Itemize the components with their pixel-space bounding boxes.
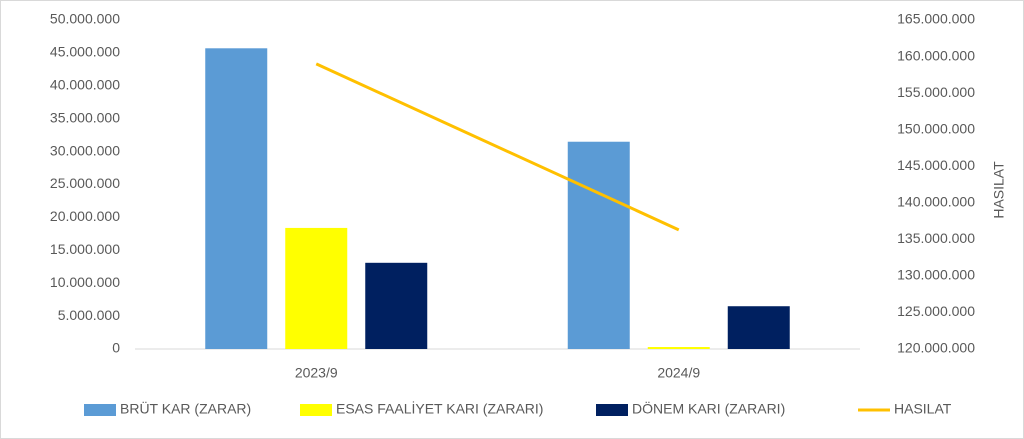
y2-tick-label: 125.000.000	[897, 303, 975, 319]
bar	[647, 347, 710, 349]
y-tick-label: 10.000.000	[50, 274, 120, 290]
y2-tick-label: 145.000.000	[897, 157, 975, 173]
y-tick-label: 50.000.000	[50, 11, 120, 27]
y-tick-label: 5.000.000	[58, 307, 120, 323]
y2-tick-label: 130.000.000	[897, 267, 975, 283]
y2-tick-label: 135.000.000	[897, 230, 975, 246]
legend-swatch	[300, 404, 332, 416]
bar	[285, 227, 348, 349]
y-tick-label: 20.000.000	[50, 208, 120, 224]
x-tick-label: 2024/9	[657, 365, 700, 381]
y-tick-label: 40.000.000	[50, 77, 120, 93]
y-tick-label: 35.000.000	[50, 109, 120, 125]
x-tick-label: 2023/9	[295, 365, 338, 381]
y2-tick-label: 165.000.000	[897, 11, 975, 27]
y2-axis-title: HASILAT	[991, 161, 1007, 219]
legend-swatch	[84, 404, 116, 416]
y-tick-label: 15.000.000	[50, 241, 120, 257]
y2-tick-label: 155.000.000	[897, 84, 975, 100]
y2-tick-label: 120.000.000	[897, 340, 975, 356]
legend-label: BRÜT KAR (ZARAR)	[120, 400, 251, 417]
y2-tick-label: 150.000.000	[897, 120, 975, 136]
y2-tick-label: 160.000.000	[897, 47, 975, 63]
legend-label: ESAS FAALİYET KARI (ZARARI)	[336, 400, 543, 417]
bar	[205, 48, 268, 349]
line	[315, 62, 680, 232]
legend-label: DÖNEM KARI (ZARARI)	[632, 400, 785, 417]
y-tick-label: 30.000.000	[50, 142, 120, 158]
y2-tick-label: 140.000.000	[897, 193, 975, 209]
y-tick-label: 0	[112, 340, 120, 356]
bar	[567, 141, 630, 349]
y-tick-label: 45.000.000	[50, 44, 120, 60]
legend-label: HASILAT	[894, 401, 952, 417]
bar	[365, 262, 428, 349]
legend-swatch	[596, 404, 628, 416]
bar	[727, 306, 790, 349]
y-tick-label: 25.000.000	[50, 175, 120, 191]
